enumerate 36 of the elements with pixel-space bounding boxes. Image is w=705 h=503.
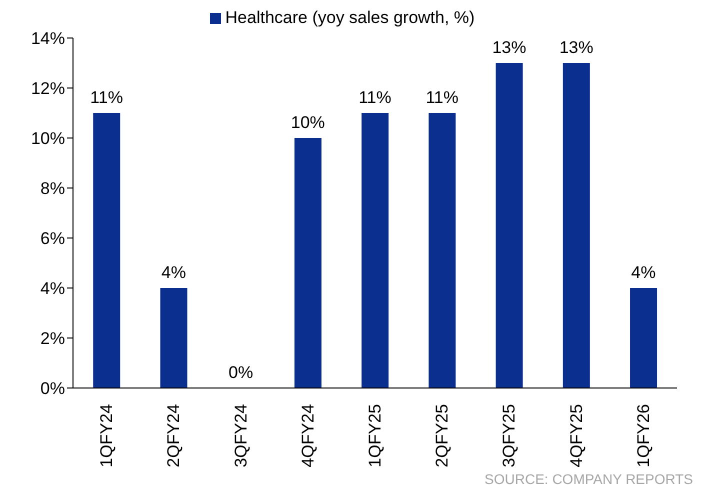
data-label: 11% xyxy=(358,88,392,107)
x-tick-label: 4QFY25 xyxy=(566,404,586,468)
y-tick-label: 10% xyxy=(30,129,65,148)
y-tick-label: 8% xyxy=(40,179,65,198)
bar xyxy=(428,113,456,388)
data-label: 4% xyxy=(161,263,186,282)
x-tick-label: 1QFY24 xyxy=(97,404,116,468)
bar xyxy=(562,63,590,388)
x-tick-label: 1QFY25 xyxy=(366,404,384,468)
bar xyxy=(496,63,523,388)
y-tick-label: 0% xyxy=(40,379,65,398)
y-tick-label: 12% xyxy=(30,79,65,98)
y-tick-label: 4% xyxy=(40,279,65,298)
data-label: 4% xyxy=(631,263,656,282)
x-tick-label: 2QFY25 xyxy=(432,404,452,468)
x-tick-label: 4QFY24 xyxy=(298,404,318,468)
bar xyxy=(362,113,389,388)
bar xyxy=(160,288,188,388)
data-label: 13% xyxy=(492,38,526,57)
y-tick-label: 6% xyxy=(40,229,65,248)
data-label: 0% xyxy=(228,363,254,382)
source-note: SOURCE: COMPANY REPORTS xyxy=(484,471,693,487)
bar xyxy=(630,288,658,388)
bar xyxy=(93,113,120,388)
y-tick-label: 14% xyxy=(30,29,65,48)
y-tick-label: 2% xyxy=(40,329,65,348)
x-tick-label: 3QFY24 xyxy=(231,404,250,468)
x-tick-label: 3QFY25 xyxy=(500,404,519,468)
x-tick-label: 1QFY26 xyxy=(634,404,653,468)
data-label: 11% xyxy=(90,88,123,107)
legend-label: Healthcare (yoy sales growth, %) xyxy=(225,8,475,27)
data-label: 13% xyxy=(559,38,594,57)
bar xyxy=(294,138,322,388)
x-tick-label: 2QFY24 xyxy=(164,404,184,468)
data-label: 11% xyxy=(426,88,458,107)
data-label: 10% xyxy=(290,113,325,132)
